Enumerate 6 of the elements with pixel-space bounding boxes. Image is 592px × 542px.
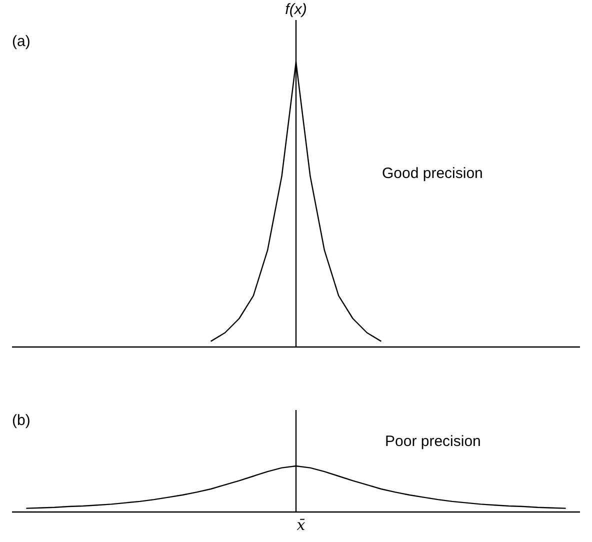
annotation: Good precision — [382, 165, 483, 182]
text: x̄ — [296, 516, 306, 534]
y-axis-title: f(x) — [285, 1, 307, 18]
chart-title: (a) — [12, 33, 30, 50]
text: Poor precision — [385, 433, 481, 450]
chart-title: (b) — [12, 412, 30, 429]
